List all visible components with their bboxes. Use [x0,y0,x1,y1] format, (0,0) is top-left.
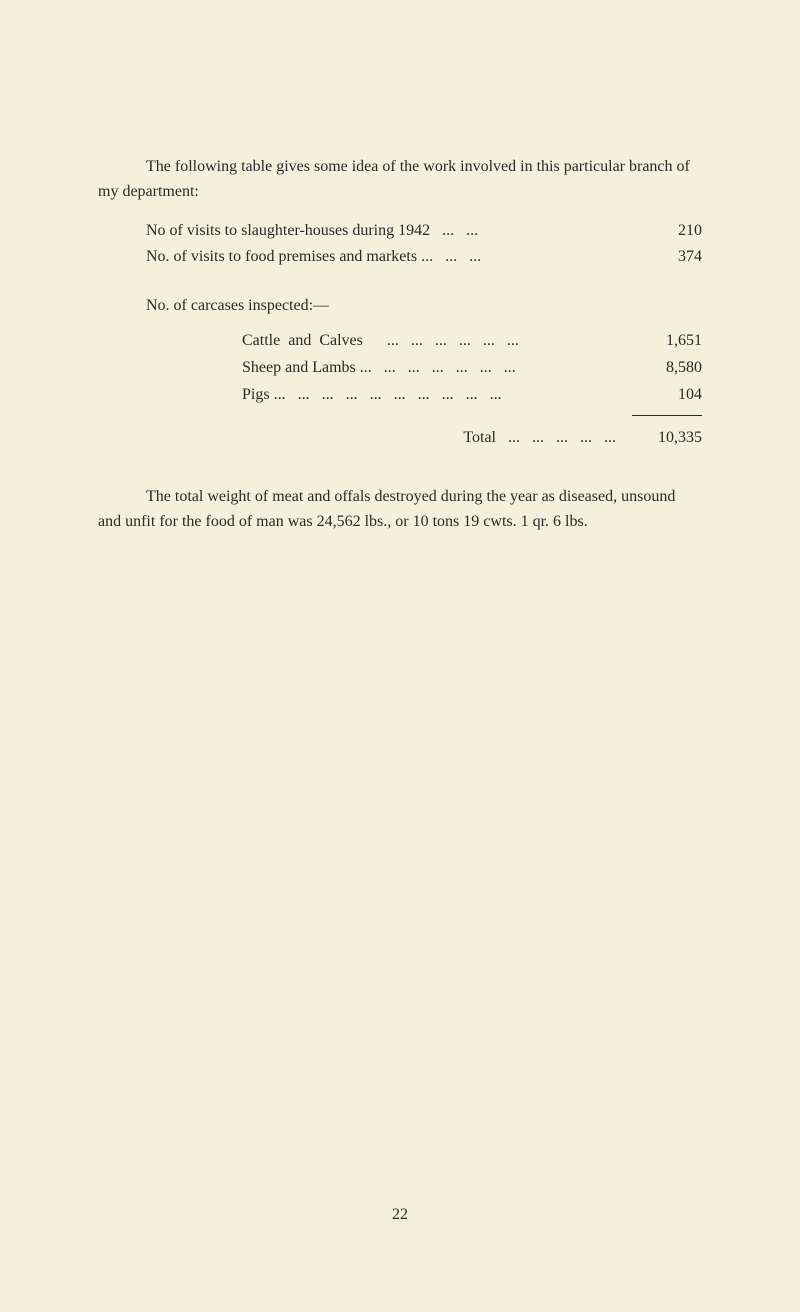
table-row: Sheep and Lambs ... ... ... ... ... ... … [242,356,702,381]
row-label: Pigs ... ... ... ... ... ... ... ... ...… [242,383,502,408]
row-value: 210 [632,219,702,244]
total-label: Total ... ... ... ... ... [463,426,616,451]
page-number: 22 [0,1203,800,1228]
row-label: Cattle and Calves ... ... ... ... ... ..… [242,329,519,354]
row-value: 104 [632,383,702,408]
row-label: No. of visits to food premises and marke… [146,245,481,270]
document-page: The following table gives some idea of t… [0,0,800,1312]
summary-paragraph: The total weight of meat and offals dest… [98,485,702,535]
row-value: 374 [632,245,702,270]
table-row: No of visits to slaughter-houses during … [146,219,702,244]
rule-line [632,415,702,416]
visits-block: No of visits to slaughter-houses during … [146,219,702,271]
carcases-indent: Cattle and Calves ... ... ... ... ... ..… [242,329,702,451]
total-row: Total ... ... ... ... ... 10,335 [242,426,702,451]
table-row: Cattle and Calves ... ... ... ... ... ..… [242,329,702,354]
row-value: 8,580 [632,356,702,381]
carcases-block: Cattle and Calves ... ... ... ... ... ..… [146,329,702,451]
row-label: No of visits to slaughter-houses during … [146,219,478,244]
table-row: No. of visits to food premises and marke… [146,245,702,270]
subtotal-rule [242,409,702,422]
intro-paragraph: The following table gives some idea of t… [98,155,702,205]
row-value: 1,651 [632,329,702,354]
row-label: Sheep and Lambs ... ... ... ... ... ... … [242,356,516,381]
total-value: 10,335 [632,426,702,451]
table-row: Pigs ... ... ... ... ... ... ... ... ...… [242,383,702,408]
carcases-subheading: No. of carcases inspected:— [146,294,702,319]
